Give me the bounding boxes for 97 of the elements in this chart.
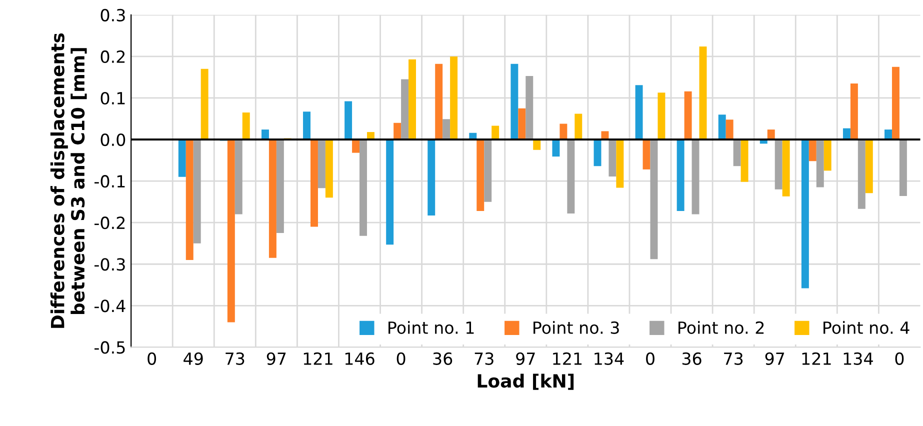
x-tick-label: 121: [304, 352, 332, 365]
bar: [344, 101, 352, 140]
bar: [408, 59, 416, 140]
bar: [303, 112, 310, 140]
y-tick-label: -0.4: [94, 300, 126, 312]
y-tick-label: -0.5: [94, 341, 125, 354]
bar: [567, 140, 575, 214]
bar: [435, 64, 443, 140]
bar: [401, 79, 409, 140]
bar: [824, 140, 832, 171]
legend-label: Point no. 3: [534, 321, 619, 334]
bar: [658, 92, 666, 140]
x-tick-label: 49: [184, 352, 203, 365]
bar: [865, 140, 873, 194]
x-axis-title: Load [kN]: [478, 374, 574, 390]
x-tick-label: 0: [396, 352, 406, 365]
y-tick-label: -0.3: [94, 258, 125, 271]
bar: [816, 140, 824, 188]
bar: [616, 140, 624, 188]
bar: [533, 140, 541, 150]
bar: [684, 91, 692, 140]
x-tick-label: 121: [553, 352, 582, 365]
y-tick-label: -0.1: [94, 175, 125, 188]
bar: [518, 108, 526, 140]
bar: [318, 140, 326, 188]
x-tick-label: 36: [433, 352, 452, 365]
bar: [476, 140, 484, 211]
legend-label: Point no. 2: [678, 321, 764, 334]
x-tick-label: 121: [802, 352, 831, 365]
bar: [642, 140, 650, 170]
bar: [594, 140, 602, 166]
bar: [352, 140, 360, 153]
bar: [692, 140, 700, 214]
bar: [193, 140, 201, 244]
bar: [858, 140, 866, 209]
bar: [635, 85, 643, 140]
x-tick-label: 73: [724, 352, 743, 365]
x-tick-label: 134: [594, 352, 624, 365]
bar: [186, 140, 194, 260]
y-tick-label: 0.2: [100, 50, 125, 64]
bar: [726, 120, 734, 140]
y-tick-label: -0.2: [94, 216, 125, 230]
x-tick-label: 36: [682, 352, 702, 365]
x-tick-label: 73: [474, 352, 494, 365]
bar: [608, 140, 616, 176]
x-tick-label: 0: [895, 352, 904, 365]
legend-label: Point no. 1: [388, 321, 474, 334]
bar: [234, 140, 242, 214]
bar: [850, 83, 858, 140]
y-axis-title: Differences of displacements between S3 and C10 [mm]: [50, 33, 87, 328]
y-tick-label: 0.0: [100, 133, 126, 146]
bar: [386, 140, 394, 245]
bar: [560, 124, 568, 140]
x-tick-label: 0: [148, 352, 156, 365]
bar: [242, 112, 250, 140]
bar: [740, 140, 748, 182]
legend-label: Point no. 4: [824, 321, 910, 334]
bar: [892, 66, 900, 140]
bar: [699, 46, 707, 140]
bar: [801, 140, 809, 288]
x-tick-label: 97: [516, 352, 535, 365]
y-tick-label: 0.1: [100, 92, 125, 105]
bar: [492, 126, 500, 140]
x-tick-label: 146: [345, 352, 374, 365]
bar: [510, 64, 518, 140]
bar: [394, 122, 402, 140]
bar: [442, 119, 450, 140]
bar: [808, 140, 816, 162]
bar: [526, 76, 534, 140]
bar: [899, 140, 907, 196]
bar: [774, 140, 782, 190]
bar: [178, 140, 186, 177]
bar: [650, 140, 658, 260]
x-tick-label: 97: [765, 352, 784, 365]
bar: [842, 128, 850, 140]
x-tick-label: 97: [266, 352, 286, 365]
bar: [733, 140, 741, 166]
bar: [718, 114, 726, 140]
bar: [310, 140, 318, 227]
bar: [450, 56, 458, 140]
y-tick-label: 0.3: [100, 8, 125, 22]
x-tick-label: 73: [226, 352, 244, 365]
bar: [767, 130, 775, 140]
bar: [268, 140, 276, 258]
bar: [200, 68, 208, 140]
x-tick-label: 134: [844, 352, 873, 365]
bar: [574, 114, 582, 140]
bar: [484, 140, 492, 202]
bar: [676, 140, 684, 211]
bar: [227, 140, 235, 322]
bar: [428, 140, 436, 216]
bar: [325, 140, 333, 198]
bar: [360, 140, 367, 236]
x-tick-label: 0: [646, 352, 654, 365]
bar: [276, 140, 284, 233]
bar: [552, 140, 560, 157]
bar: [782, 140, 790, 196]
